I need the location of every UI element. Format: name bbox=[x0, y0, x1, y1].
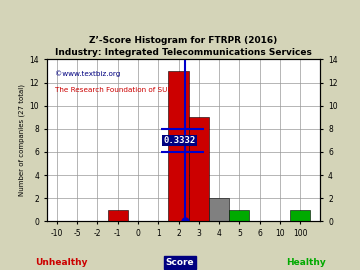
Text: ©www.textbiz.org: ©www.textbiz.org bbox=[55, 71, 120, 77]
Bar bbox=[108, 210, 128, 221]
Text: 0.3332: 0.3332 bbox=[163, 136, 195, 145]
Bar bbox=[229, 210, 249, 221]
Bar bbox=[290, 210, 310, 221]
Title: Z’-Score Histogram for FTRPR (2016)
Industry: Integrated Telecommunications Serv: Z’-Score Histogram for FTRPR (2016) Indu… bbox=[55, 36, 312, 57]
Text: The Research Foundation of SUNY: The Research Foundation of SUNY bbox=[55, 87, 177, 93]
Text: Score: Score bbox=[166, 258, 194, 267]
Bar bbox=[168, 71, 189, 221]
Text: Healthy: Healthy bbox=[286, 258, 326, 267]
Bar bbox=[209, 198, 229, 221]
Bar bbox=[189, 117, 209, 221]
Y-axis label: Number of companies (27 total): Number of companies (27 total) bbox=[19, 85, 25, 196]
Text: Unhealthy: Unhealthy bbox=[35, 258, 87, 267]
